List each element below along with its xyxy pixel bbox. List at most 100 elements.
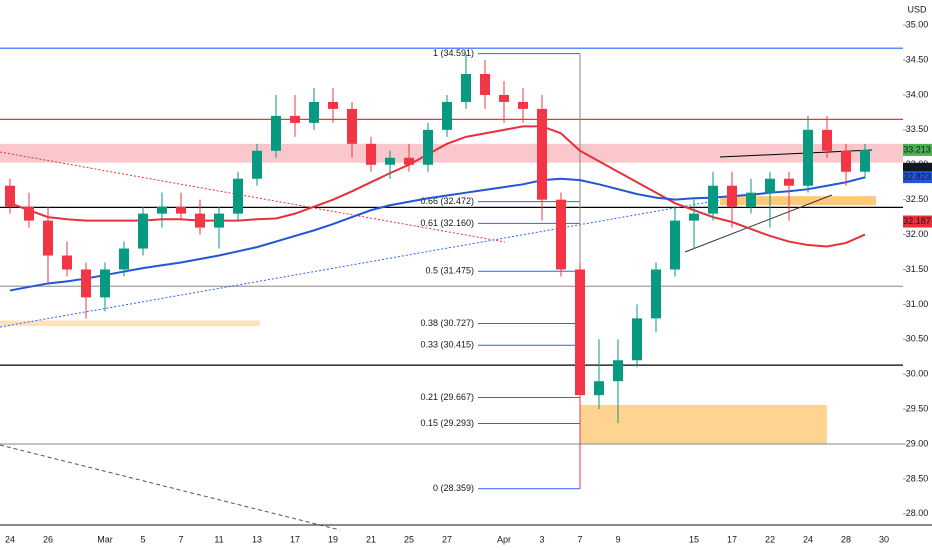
x-tick-label: 27 [442, 534, 452, 544]
candle-body [385, 157, 395, 165]
y-tick-label: 32.00 [906, 229, 929, 239]
candle-body [271, 115, 281, 151]
candle-body [765, 178, 775, 193]
zone [580, 404, 827, 445]
x-tick-label: 24 [5, 534, 15, 544]
fib-label: 0.66 (32.472) [420, 196, 474, 206]
currency: USD [907, 4, 927, 14]
candle-body [81, 269, 91, 298]
candle-body [252, 150, 262, 179]
candle-body [613, 360, 623, 382]
candle-body [594, 381, 604, 396]
candle-body [309, 101, 319, 123]
candle-body [860, 149, 870, 172]
candle-body [746, 192, 756, 207]
candle-body [195, 213, 205, 228]
candle-body [176, 206, 186, 214]
x-tick-label: Mar [97, 534, 113, 544]
zone [720, 196, 876, 206]
y-tick-label: 34.50 [906, 54, 929, 64]
trendline [0, 199, 721, 328]
price-tag [903, 171, 932, 184]
zone [0, 320, 260, 327]
price-tag-label: 32.187 [903, 216, 931, 226]
zone [0, 143, 903, 163]
x-tick-label: 15 [689, 534, 699, 544]
price-tag-label: 33.213 [903, 144, 931, 154]
fib-label: 0.61 (32.160) [420, 218, 474, 228]
candle-body [499, 94, 509, 102]
candle-body [632, 318, 642, 361]
x-tick-label: 26 [43, 534, 53, 544]
candle-body [689, 213, 699, 221]
fib-label: 0.21 (29.667) [420, 392, 474, 402]
y-tick-label: 34.00 [906, 89, 929, 99]
price-tag [903, 215, 932, 228]
candle-body [366, 143, 376, 165]
price-tag [903, 143, 932, 156]
candle-body [233, 178, 243, 214]
x-tick-label: Apr [497, 534, 511, 544]
x-tick-label: 28 [841, 534, 851, 544]
candle-body [62, 255, 72, 270]
trendline [0, 444, 341, 531]
x-tick-label: 9 [615, 534, 620, 544]
y-tick-label: 31.00 [906, 299, 929, 309]
price-tag-label: 32.823 [903, 171, 931, 181]
candle-body [5, 185, 15, 207]
y-tick-label: 32.50 [906, 194, 929, 204]
x-tick-label: 21 [366, 534, 376, 544]
trendline [0, 151, 506, 243]
axes: 28.00 28.50 29.00 29.50 30.00 30.50 31.00 31.50… [5, 20, 932, 544]
y-tick-label: 28.00 [906, 508, 929, 518]
candle-body [214, 213, 224, 228]
x-tick-label: 7 [577, 534, 582, 544]
y-tick-label: 29.50 [906, 403, 929, 413]
candle-body [404, 157, 414, 165]
x-tick-label: 30 [879, 534, 889, 544]
candle-body [328, 101, 338, 109]
fib-label: 1 (34.591) [433, 48, 474, 58]
price-tag-label: 32.943 [903, 163, 931, 173]
y-tick-label: 35.00 [906, 20, 929, 30]
candle-body [708, 185, 718, 214]
y-tick-label: 28.50 [906, 473, 929, 483]
zones [0, 143, 903, 445]
moving-average [9, 176, 866, 292]
candle-body [518, 101, 528, 109]
x-tick-label: 22 [765, 534, 775, 544]
candle-body [423, 129, 433, 165]
candle-body [803, 129, 813, 186]
y-tick-label: 29.00 [906, 438, 929, 448]
candle-body [575, 269, 585, 396]
x-tick-label: 17 [727, 534, 737, 544]
x-tick-label: 7 [178, 534, 183, 544]
candle-body [784, 178, 794, 186]
candle-body [157, 206, 167, 214]
x-tick-label: 17 [290, 534, 300, 544]
candle-body [119, 248, 129, 270]
x-tick-label: 3 [539, 534, 544, 544]
candle-body [556, 199, 566, 270]
candle-body [727, 185, 737, 207]
fib-label: 0.33 (30.415) [420, 340, 474, 350]
moving-average [9, 125, 866, 248]
candle-body [24, 206, 34, 221]
moving-averages [9, 125, 866, 292]
fib-label: 0 (28.359) [433, 483, 474, 493]
candle-body [537, 108, 547, 200]
candle-body [841, 150, 851, 172]
x-tick-label: 24 [803, 534, 813, 544]
fib-label: 0.38 (30.727) [420, 318, 474, 328]
y-tick-label: 30.00 [906, 369, 929, 379]
candle-body [290, 115, 300, 123]
fibonacci: 1 (34.591) 0.66 (32.472) 0.61 (32.160) 0.5 … [420, 48, 581, 493]
candle-body [651, 269, 661, 319]
x-tick-label: 25 [404, 534, 414, 544]
candle-body [480, 74, 490, 95]
candles [5, 53, 870, 489]
fib-label: 0.15 (29.293) [420, 418, 474, 428]
x-tick-label: 19 [328, 534, 338, 544]
y-tick-label: 30.50 [906, 334, 929, 344]
